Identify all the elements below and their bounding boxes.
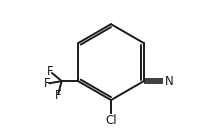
Text: F: F [44, 77, 51, 90]
Text: F: F [47, 65, 54, 78]
Text: Cl: Cl [105, 114, 117, 127]
Text: F: F [55, 89, 61, 102]
Text: N: N [165, 75, 173, 88]
